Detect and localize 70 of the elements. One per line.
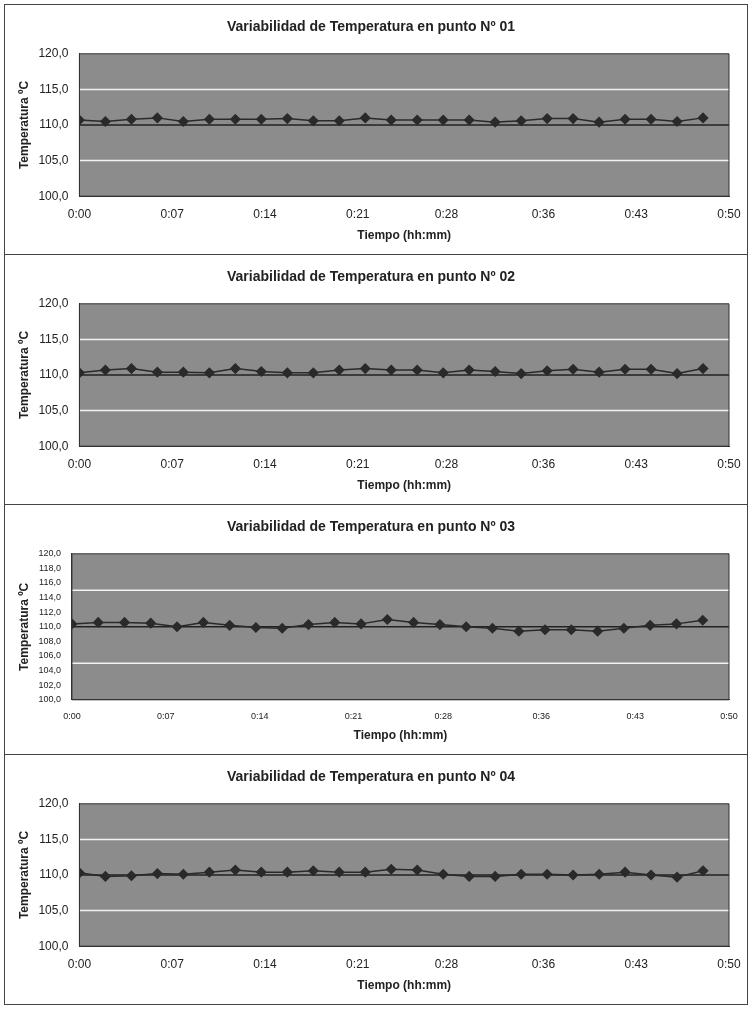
y-tick-label: 100,0 (38, 438, 69, 453)
y-tick-label: 105,0 (38, 902, 69, 917)
x-tick-label: 0:28 (434, 206, 459, 221)
x-tick-label: 0:28 (434, 956, 459, 971)
y-tick-label: 120,0 (38, 46, 69, 61)
x-tick-label: 0:14 (250, 710, 269, 721)
y-tick-label: 110,0 (39, 621, 61, 632)
chart-title: Variabilidad de Temperatura en punto Nº 04 (226, 768, 516, 785)
x-tick-label: 0:43 (624, 456, 649, 471)
x-axis-title: Tiempo (hh:mm) (357, 978, 452, 993)
y-tick-label: 114,0 (39, 592, 61, 603)
y-tick-label: 120,0 (38, 548, 61, 559)
y-tick-label: 100,0 (38, 188, 69, 203)
y-tick-label: 102,0 (38, 679, 61, 690)
y-tick-label: 105,0 (38, 152, 69, 167)
x-tick-label: 0:28 (434, 710, 452, 721)
chart-title: Variabilidad de Temperatura en punto Nº 02 (226, 268, 516, 285)
x-tick-label: 0:50 (717, 456, 741, 471)
y-tick-label: 115,0 (39, 81, 69, 96)
x-tick-label: 0:21 (346, 456, 370, 471)
y-tick-label: 105,0 (38, 402, 69, 417)
y-tick-label: 110,0 (39, 867, 69, 882)
x-tick-label: 0:21 (344, 710, 363, 721)
x-tick-label: 0:14 (253, 206, 278, 221)
x-tick-label: 0:07 (160, 456, 185, 471)
y-tick-label: 116,0 (39, 577, 61, 588)
y-axis-title: Temperatura ºC (16, 80, 31, 170)
y-tick-label: 120,0 (38, 796, 69, 811)
y-tick-label: 115,0 (39, 331, 69, 346)
x-tick-label: 0:07 (160, 956, 185, 971)
x-tick-label: 0:43 (624, 206, 649, 221)
x-tick-label: 0:36 (531, 206, 556, 221)
x-axis-title: Tiempo (hh:mm) (357, 478, 452, 493)
x-axis-title: Tiempo (hh:mm) (357, 228, 452, 243)
y-tick-label: 110,0 (39, 367, 69, 382)
x-tick-label: 0:43 (626, 710, 644, 721)
y-tick-label: 106,0 (38, 650, 61, 661)
y-tick-label: 112,0 (39, 606, 61, 617)
x-tick-label: 0:14 (253, 956, 278, 971)
x-tick-label: 0:07 (156, 710, 175, 721)
y-tick-label: 100,0 (38, 938, 69, 953)
x-tick-label: 0:00 (67, 206, 92, 221)
x-tick-label: 0:50 (717, 206, 741, 221)
chart-title: Variabilidad de Temperatura en punto Nº 01 (226, 18, 516, 35)
y-tick-label: 115,0 (39, 831, 69, 846)
x-tick-label: 0:00 (67, 456, 92, 471)
x-tick-label: 0:36 (531, 456, 556, 471)
x-tick-label: 0:14 (253, 456, 278, 471)
x-tick-label: 0:00 (67, 956, 92, 971)
y-tick-label: 120,0 (38, 296, 69, 311)
x-tick-label: 0:36 (531, 956, 556, 971)
y-tick-label: 110,0 (39, 117, 69, 132)
x-tick-label: 0:36 (532, 710, 551, 721)
chart-title: Variabilidad de Temperatura en punto Nº 03 (226, 518, 516, 535)
x-axis-title: Tiempo (hh:mm) (353, 728, 448, 743)
y-tick-label: 100,0 (38, 694, 61, 705)
x-tick-label: 0:28 (434, 456, 459, 471)
x-tick-label: 0:21 (346, 956, 370, 971)
x-tick-label: 0:21 (346, 206, 370, 221)
y-axis-title: Temperatura ºC (16, 330, 31, 420)
y-tick-label: 118,0 (39, 562, 61, 573)
y-tick-label: 108,0 (38, 635, 61, 646)
x-tick-label: 0:50 (717, 956, 741, 971)
y-axis-title: Temperatura ºC (16, 830, 31, 920)
x-tick-label: 0:00 (63, 710, 81, 721)
x-tick-label: 0:07 (160, 206, 185, 221)
x-tick-label: 0:43 (624, 956, 649, 971)
y-axis-title: Temperatura ºC (16, 582, 31, 671)
x-tick-label: 0:50 (720, 710, 738, 721)
y-tick-label: 104,0 (38, 665, 61, 676)
